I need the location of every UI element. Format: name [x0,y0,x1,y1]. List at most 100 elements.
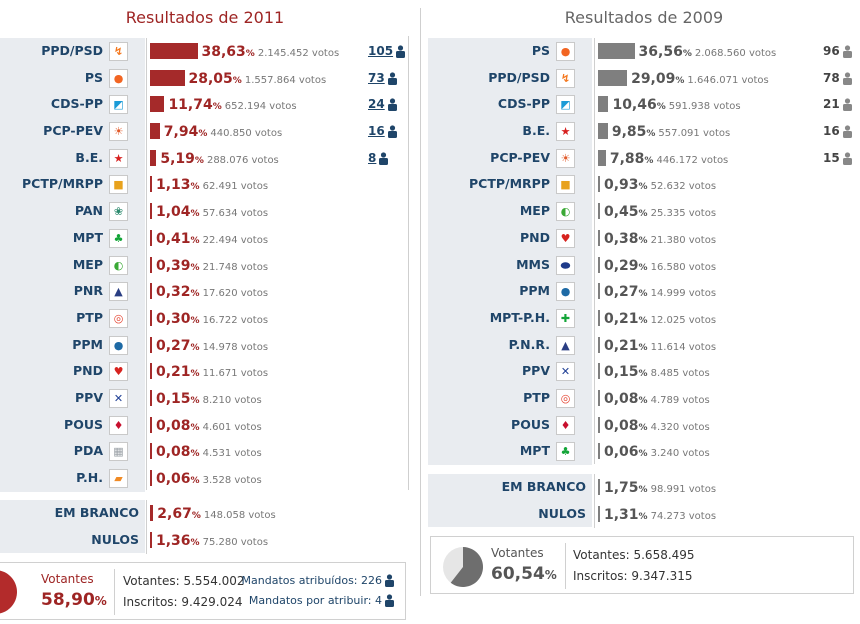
vote-percentage: 0,21 [604,310,639,327]
vote-percentage: 7,88 [609,150,645,167]
party-name: PCTP/MRPP [22,176,103,192]
ps-logo-icon: ● [109,68,128,88]
vote-share-bar [150,43,198,59]
party-name: PCP-PEV [490,149,550,165]
vote-share-bar [598,69,628,86]
vote-count: 591.938 votos [668,101,741,113]
vote-share-text: 1,36% 75.280 votos [156,527,268,554]
vote-share-text: 9,85% 557.091 votos [612,118,730,145]
pnr-logo-icon: ▲ [556,335,575,355]
vote-share-bar [150,256,152,273]
vote-share-text: 0,21% 12.025 votos [604,305,716,332]
party-name: POUS [64,416,103,432]
party-name: PCP-PEV [43,123,103,139]
percent-sign: % [190,209,200,220]
seat-count[interactable]: 16 [368,118,398,145]
pan-logo-icon: ❀ [109,202,128,222]
votantes-label: Votantes [41,572,94,586]
percent-sign: % [191,511,201,521]
party-name: MPT [72,229,103,245]
pctp-mrpp-logo-icon: ■ [109,175,128,195]
seat-count[interactable]: 24 [368,91,398,118]
vote-percentage: 0,06 [156,471,191,487]
percent-sign: % [638,395,648,406]
seat-person-icon [385,594,394,607]
vote-count: 446.172 votos [656,154,729,166]
psd-logo-icon: ↯ [556,68,575,88]
vote-share-text: 0,21% 11.614 votos [604,332,716,359]
party-label-cell [0,526,145,554]
seat-person-icon [396,45,406,58]
seat-count: 15 [823,145,853,172]
vote-share-bar [150,149,157,166]
vote-share-bar [150,531,152,548]
vote-share-text: 36,56% 2.068.560 votos [639,38,777,65]
pous-logo-icon: ♦ [556,415,575,435]
party-name: PPM [72,336,103,352]
panel-separator [420,8,421,596]
vote-percentage: 0,08 [604,417,639,434]
vote-percentage: 0,21 [156,364,191,381]
vote-percentage: 0,08 [156,417,191,434]
mpt-ph-logo-icon: ✚ [556,308,575,328]
vote-percentage: 0,15 [156,390,191,407]
ppm-logo-icon: ● [109,335,128,355]
percent-sign: % [638,342,648,353]
vote-count: 3.528 votos [202,475,262,486]
vote-percentage: 10,46 [612,97,657,114]
party-name: PPM [519,283,550,299]
mandatos-por-atribuir: Mandatos por atribuir: 4 [249,594,395,607]
seat-count[interactable]: 8 [368,145,389,172]
vote-share-bar [598,283,600,300]
seat-number: 8 [368,150,377,165]
vote-share-bar [150,309,152,326]
vote-share-text: 0,41% 22.494 votos [156,225,268,252]
column-divider [146,38,147,490]
seat-count[interactable]: 105 [368,38,406,65]
vote-share-bar [598,336,600,353]
seat-number: 73 [368,70,385,85]
party-name: MPT [519,443,550,459]
vote-count: 12.025 votos [650,314,717,326]
vote-share-bar [598,229,600,246]
vote-count: 62.491 votos [202,181,269,193]
vote-share-bar [598,505,600,522]
percent-sign: % [190,262,200,273]
vote-share-text: 0,06% 3.240 votos [604,438,710,465]
mep-logo-icon: ◐ [556,202,575,222]
vote-share-bar [598,43,635,59]
vote-share-text: 1,31% 74.273 votos [604,501,716,528]
vote-share-bar [150,203,152,220]
vote-share-text: 0,27% 14.999 votos [604,278,716,305]
turnout-pie-2011 [0,570,17,614]
results-2011-title: Resultados de 2011 [125,8,285,27]
vote-count: 1.557.864 votos [244,74,327,86]
vote-share-text: 2,67% 148.058 votos [157,500,275,527]
percent-sign: % [232,75,242,86]
vote-percentage: 0,30 [156,310,191,327]
seat-person-icon [379,152,389,165]
vote-percentage: 7,94 [163,124,199,141]
vote-share-bar [598,389,600,406]
party-name: NULOS [91,531,139,547]
mandatos-atribuidos: Mandatos atribuídos: 226 [242,574,395,587]
pnd-logo-icon: ♥ [556,228,575,248]
party-name: CDS-PP [497,96,550,112]
ppv-logo-icon: ✕ [556,362,575,382]
vote-share-bar [598,256,600,273]
vote-share-text: 1,04% 57.634 votos [156,198,268,225]
vote-share-text: 5,19% 288.076 votos [160,145,278,172]
cds-pp-logo-icon: ◩ [556,95,575,115]
seat-number: 16 [368,124,385,139]
party-name: PND [73,363,103,379]
seat-count[interactable]: 73 [368,65,398,92]
summary-divider [114,569,115,615]
vote-share-text: 0,45% 25.335 votos [604,198,716,225]
vote-count: 16.580 votos [650,261,717,273]
vote-percentage: 1,13 [156,177,191,194]
vote-percentage: 0,27 [156,337,191,354]
vote-share-text: 0,08% 4.320 votos [604,412,710,439]
party-name: PAN [74,203,103,219]
percent-sign: % [644,155,654,166]
vote-count: 2.068.560 votos [694,48,777,59]
